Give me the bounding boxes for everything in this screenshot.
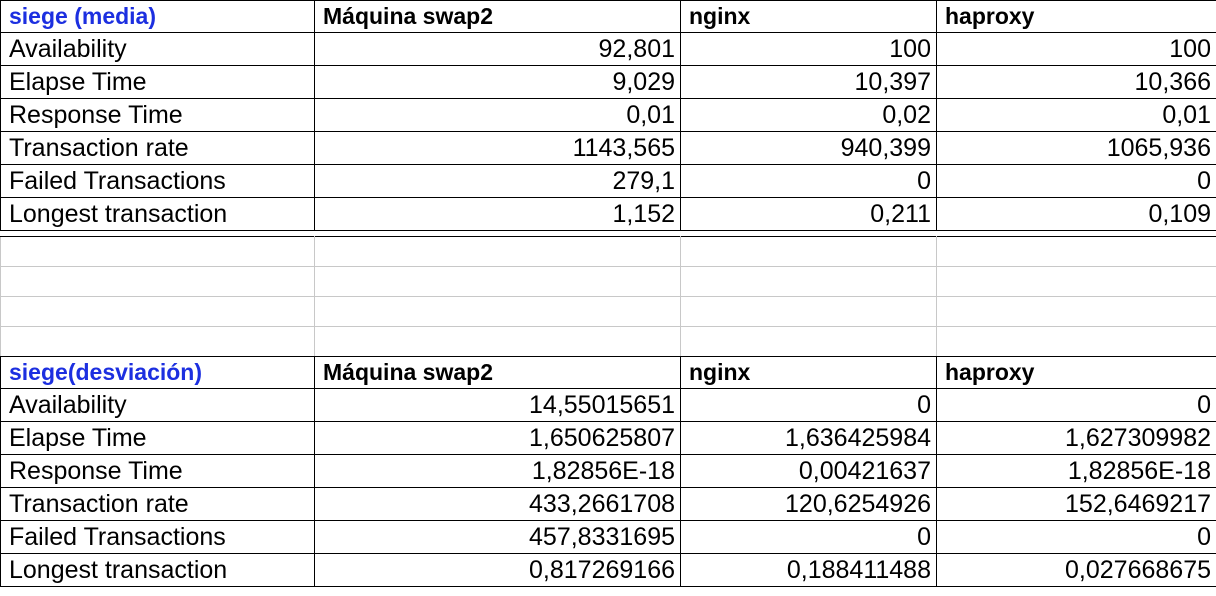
empty-row (0, 326, 1216, 357)
empty-cell[interactable] (0, 266, 315, 297)
row-label-cell[interactable]: Response Time (0, 98, 315, 132)
value-cell[interactable]: 940,399 (680, 131, 937, 165)
empty-cell[interactable] (314, 326, 681, 357)
empty-cell[interactable] (314, 266, 681, 297)
empty-cell[interactable] (0, 236, 315, 267)
value-cell[interactable]: 279,1 (314, 164, 681, 198)
value-cell[interactable]: 0,027668675 (936, 553, 1216, 587)
row-label-cell[interactable]: Response Time (0, 454, 315, 488)
value-cell[interactable]: 1,636425984 (680, 421, 937, 455)
row-label-cell[interactable]: Availability (0, 388, 315, 422)
value-cell[interactable]: 0 (680, 520, 937, 554)
empty-cell[interactable] (680, 266, 937, 297)
media-header-row: siege (media) Máquina swap2 nginx haprox… (0, 0, 1216, 33)
row-label-cell[interactable]: Elapse Time (0, 65, 315, 99)
desviacion-title-cell[interactable]: siege(desviación) (0, 356, 315, 389)
media-title-cell[interactable]: siege (media) (0, 0, 315, 33)
row-label-cell[interactable]: Elapse Time (0, 421, 315, 455)
table-row: Response Time 0,01 0,02 0,01 (0, 98, 1216, 132)
table-row: Longest transaction 0,817269166 0,188411… (0, 553, 1216, 587)
value-cell[interactable]: 0,817269166 (314, 553, 681, 587)
media-header-swap2[interactable]: Máquina swap2 (314, 0, 681, 33)
empty-rows (0, 236, 1216, 357)
value-cell[interactable]: 0,109 (936, 197, 1216, 231)
value-cell[interactable]: 1065,936 (936, 131, 1216, 165)
desviacion-header-swap2[interactable]: Máquina swap2 (314, 356, 681, 389)
media-header-nginx[interactable]: nginx (680, 0, 937, 33)
table-row: Availability 14,55015651 0 0 (0, 388, 1216, 422)
row-label-cell[interactable]: Failed Transactions (0, 164, 315, 198)
value-cell[interactable]: 10,366 (936, 65, 1216, 99)
empty-cell[interactable] (936, 266, 1216, 297)
value-cell[interactable]: 1143,565 (314, 131, 681, 165)
media-header-haproxy[interactable]: haproxy (936, 0, 1216, 33)
table-row: Elapse Time 9,029 10,397 10,366 (0, 65, 1216, 99)
row-label-cell[interactable]: Transaction rate (0, 131, 315, 165)
empty-cell[interactable] (936, 236, 1216, 267)
media-table-block: siege (media) Máquina swap2 nginx haprox… (0, 0, 1216, 231)
value-cell[interactable]: 0 (936, 520, 1216, 554)
value-cell[interactable]: 0 (936, 388, 1216, 422)
row-label-cell[interactable]: Failed Transactions (0, 520, 315, 554)
desviacion-table: siege(desviación) Máquina swap2 nginx ha… (0, 356, 1216, 587)
empty-cell[interactable] (314, 296, 681, 327)
value-cell[interactable]: 0,211 (680, 197, 937, 231)
table-row: Availability 92,801 100 100 (0, 32, 1216, 66)
table-row: Failed Transactions 457,8331695 0 0 (0, 520, 1216, 554)
desviacion-header-row: siege(desviación) Máquina swap2 nginx ha… (0, 356, 1216, 389)
empty-cell[interactable] (936, 296, 1216, 327)
row-label-cell[interactable]: Longest transaction (0, 553, 315, 587)
value-cell[interactable]: 1,82856E-18 (314, 454, 681, 488)
row-label-cell[interactable]: Transaction rate (0, 487, 315, 521)
empty-cell[interactable] (314, 236, 681, 267)
value-cell[interactable]: 10,397 (680, 65, 937, 99)
value-cell[interactable]: 0,01 (314, 98, 681, 132)
value-cell[interactable]: 9,029 (314, 65, 681, 99)
value-cell[interactable]: 1,650625807 (314, 421, 681, 455)
desviacion-header-haproxy[interactable]: haproxy (936, 356, 1216, 389)
value-cell[interactable]: 0,01 (936, 98, 1216, 132)
value-cell[interactable]: 0,188411488 (680, 553, 937, 587)
value-cell[interactable]: 457,8331695 (314, 520, 681, 554)
empty-cell[interactable] (680, 326, 937, 357)
table-row: Elapse Time 1,650625807 1,636425984 1,62… (0, 421, 1216, 455)
empty-cell[interactable] (680, 236, 937, 267)
table-row: Transaction rate 433,2661708 120,6254926… (0, 487, 1216, 521)
value-cell[interactable]: 0 (936, 164, 1216, 198)
value-cell[interactable]: 100 (936, 32, 1216, 66)
empty-cell[interactable] (0, 296, 315, 327)
value-cell[interactable]: 120,6254926 (680, 487, 937, 521)
empty-row (0, 266, 1216, 297)
value-cell[interactable]: 14,55015651 (314, 388, 681, 422)
table-row: Response Time 1,82856E-18 0,00421637 1,8… (0, 454, 1216, 488)
table-row: Failed Transactions 279,1 0 0 (0, 164, 1216, 198)
media-table: siege (media) Máquina swap2 nginx haprox… (0, 0, 1216, 231)
row-label-cell[interactable]: Availability (0, 32, 315, 66)
empty-row (0, 296, 1216, 327)
desviacion-table-block: siege(desviación) Máquina swap2 nginx ha… (0, 356, 1216, 587)
value-cell[interactable]: 1,627309982 (936, 421, 1216, 455)
value-cell[interactable]: 1,152 (314, 197, 681, 231)
value-cell[interactable]: 152,6469217 (936, 487, 1216, 521)
empty-cell[interactable] (936, 326, 1216, 357)
value-cell[interactable]: 0 (680, 388, 937, 422)
value-cell[interactable]: 0,02 (680, 98, 937, 132)
desviacion-header-nginx[interactable]: nginx (680, 356, 937, 389)
value-cell[interactable]: 1,82856E-18 (936, 454, 1216, 488)
empty-rows-block (0, 236, 1216, 357)
table-row: Transaction rate 1143,565 940,399 1065,9… (0, 131, 1216, 165)
value-cell[interactable]: 100 (680, 32, 937, 66)
value-cell[interactable]: 92,801 (314, 32, 681, 66)
value-cell[interactable]: 433,2661708 (314, 487, 681, 521)
value-cell[interactable]: 0 (680, 164, 937, 198)
empty-cell[interactable] (680, 296, 937, 327)
table-row: Longest transaction 1,152 0,211 0,109 (0, 197, 1216, 231)
row-label-cell[interactable]: Longest transaction (0, 197, 315, 231)
empty-cell[interactable] (0, 326, 315, 357)
empty-row (0, 236, 1216, 267)
value-cell[interactable]: 0,00421637 (680, 454, 937, 488)
